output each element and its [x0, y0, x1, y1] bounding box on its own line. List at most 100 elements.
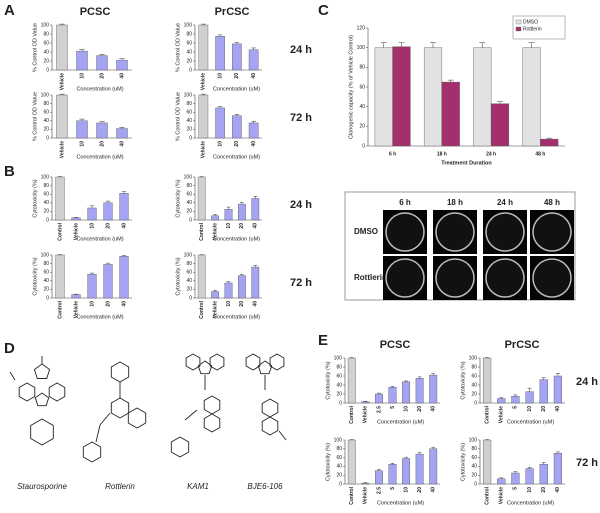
x-tick-label: 40 — [121, 301, 127, 307]
bar — [96, 55, 108, 71]
error-bar — [119, 127, 125, 129]
y-tick-label: 80 — [336, 364, 342, 370]
bar — [119, 256, 129, 299]
bar — [473, 47, 492, 147]
y-tick-label: 20 — [471, 391, 477, 397]
y-tick-label: 60 — [186, 40, 192, 46]
y-tick-label: 60 — [186, 192, 192, 198]
ring — [257, 360, 273, 375]
y-tick-label: 40 — [43, 118, 49, 124]
error-bar — [513, 394, 518, 397]
ring — [82, 441, 102, 463]
y-tick-label: 20 — [43, 209, 49, 215]
molecule-name: Rottlerin — [105, 482, 135, 491]
bar — [116, 59, 128, 71]
error-bar — [513, 471, 518, 473]
x-tick-label: 20 — [239, 223, 245, 229]
y-tick-label: 100 — [184, 174, 193, 180]
x-axis-label: Concentration (uM) — [76, 314, 123, 320]
bar — [374, 47, 393, 147]
legend-box — [512, 15, 566, 40]
x-axis-label: Concentration (uM) — [507, 500, 554, 506]
y-tick-label: 60 — [43, 270, 49, 276]
row-label: 72 h — [290, 277, 312, 289]
ring — [245, 353, 261, 371]
error-bar — [431, 373, 436, 376]
error-bar — [546, 137, 553, 140]
row-label: 24 h — [290, 199, 312, 211]
x-tick-label: Vehicle — [499, 487, 505, 504]
y-axis-label: Cytotoxicity (%) — [460, 361, 466, 399]
x-tick-label: 40 — [431, 487, 437, 493]
x-tick-label: 20 — [541, 487, 547, 493]
y-tick-label: 100 — [334, 355, 343, 361]
bar — [415, 378, 424, 404]
y-tick-label: 100 — [41, 174, 50, 180]
x-tick-label: 40 — [119, 73, 125, 79]
bond — [184, 409, 198, 421]
x-tick-label: Control — [484, 405, 490, 423]
bar — [429, 374, 438, 404]
y-tick-label: 0 — [339, 400, 342, 406]
bar — [540, 138, 559, 147]
x-tick-label: Control — [349, 405, 355, 423]
bar — [539, 464, 548, 485]
ring — [18, 382, 36, 402]
ring — [261, 398, 279, 418]
bar — [232, 43, 242, 71]
x-axis-label: Concentration (uM) — [377, 500, 424, 506]
x-tick-label: Vehicle — [363, 406, 369, 423]
x-tick-label: 5 — [390, 406, 396, 409]
panel-label: D — [4, 340, 15, 357]
y-tick-label: 0 — [46, 135, 49, 141]
y-tick-label: 20 — [43, 58, 49, 64]
bar — [197, 254, 206, 299]
y-tick-label: 20 — [43, 287, 49, 293]
ring — [33, 363, 51, 379]
x-tick-label: 10 — [89, 301, 95, 307]
y-tick-label: 0 — [339, 481, 342, 487]
y-tick-label: 20 — [336, 391, 342, 397]
error-bar — [226, 281, 231, 283]
y-tick-label: 40 — [43, 200, 49, 206]
x-axis-label: Concentration (uM) — [76, 154, 123, 160]
well — [532, 258, 572, 298]
bar — [224, 209, 233, 221]
legend-swatch — [515, 26, 522, 32]
x-tick-label: Vehicle — [201, 141, 207, 158]
bar — [347, 439, 356, 485]
x-tick-label: 40 — [119, 141, 125, 147]
row-label: 72 h — [290, 112, 312, 124]
x-tick-label: 48 h — [535, 151, 545, 157]
panel-label: E — [318, 332, 328, 349]
y-tick-label: 20 — [359, 124, 365, 130]
x-tick-label: 20 — [105, 223, 111, 229]
x-tick-label: Control — [199, 222, 205, 240]
y-tick-label: 80 — [186, 183, 192, 189]
error-bar — [377, 469, 381, 471]
y-tick-label: 80 — [43, 261, 49, 267]
y-tick-label: 40 — [43, 49, 49, 55]
panel-label: C — [318, 2, 329, 19]
y-tick-label: 20 — [186, 287, 192, 293]
bar — [96, 122, 108, 139]
y-tick-label: 60 — [336, 373, 342, 379]
x-tick-label: 20 — [234, 73, 240, 79]
y-tick-label: 20 — [186, 209, 192, 215]
error-bar — [234, 42, 240, 44]
bar — [392, 46, 411, 147]
column-header: PrCSC — [505, 339, 540, 351]
y-tick-label: 40 — [186, 118, 192, 124]
y-tick-label: 0 — [474, 481, 477, 487]
x-tick-label: 20 — [234, 141, 240, 147]
x-tick-label: 40 — [251, 73, 257, 79]
y-tick-label: 40 — [471, 382, 477, 388]
bar — [87, 274, 97, 299]
column-header: PrCSC — [215, 6, 250, 18]
x-tick-label: 10 — [79, 73, 85, 79]
y-tick-label: 0 — [189, 295, 192, 301]
error-bar — [105, 200, 111, 203]
x-tick-label: 40 — [253, 301, 259, 307]
x-tick-label: 10 — [527, 487, 533, 493]
x-axis-label: Concentration (uM) — [213, 314, 260, 320]
